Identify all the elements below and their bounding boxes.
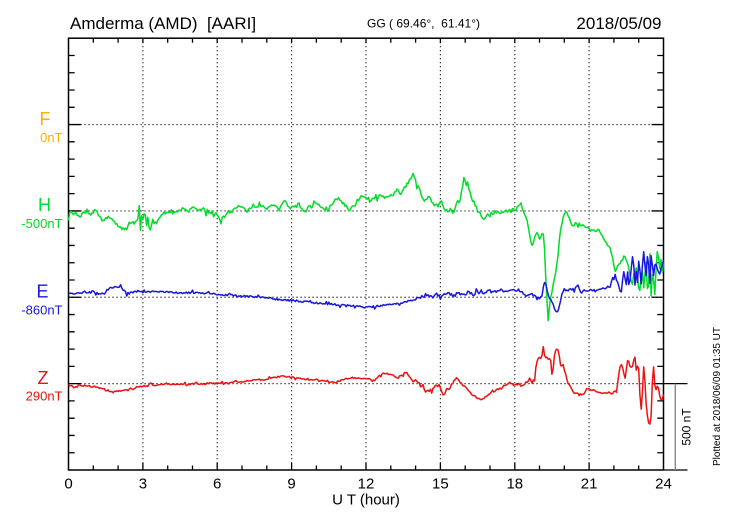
svg-text:290nT: 290nT [26,389,63,404]
svg-text:H: H [38,195,51,215]
svg-text:-500nT: -500nT [21,216,62,231]
svg-text:6: 6 [213,476,221,493]
svg-text:3: 3 [139,476,147,493]
svg-text:15: 15 [432,476,449,493]
svg-text:Z: Z [38,368,49,388]
svg-text:GG ( 69.46°, 61.41°): GG ( 69.46°, 61.41°) [367,17,480,31]
svg-text:U T (hour): U T (hour) [332,492,400,509]
svg-text:E: E [36,282,48,302]
svg-text:9: 9 [287,476,295,493]
svg-text:F: F [40,109,51,129]
svg-text:24: 24 [655,476,672,493]
svg-text:Plotted at 2018/06/09 01:35 UT: Plotted at 2018/06/09 01:35 UT [712,327,723,466]
svg-text:0nT: 0nT [40,130,62,145]
svg-text:21: 21 [581,476,598,493]
svg-text:12: 12 [358,476,375,493]
svg-text:500 nT: 500 nT [680,408,694,446]
svg-text:18: 18 [506,476,523,493]
svg-text:Amderma (AMD) [AARI]: Amderma (AMD) [AARI] [70,14,256,33]
svg-text:2018/05/09: 2018/05/09 [576,14,661,33]
svg-text:0: 0 [64,476,72,493]
svg-text:-860nT: -860nT [21,302,62,317]
